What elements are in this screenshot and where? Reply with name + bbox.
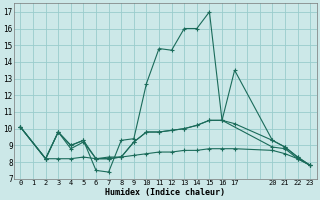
X-axis label: Humidex (Indice chaleur): Humidex (Indice chaleur) [105,188,225,197]
